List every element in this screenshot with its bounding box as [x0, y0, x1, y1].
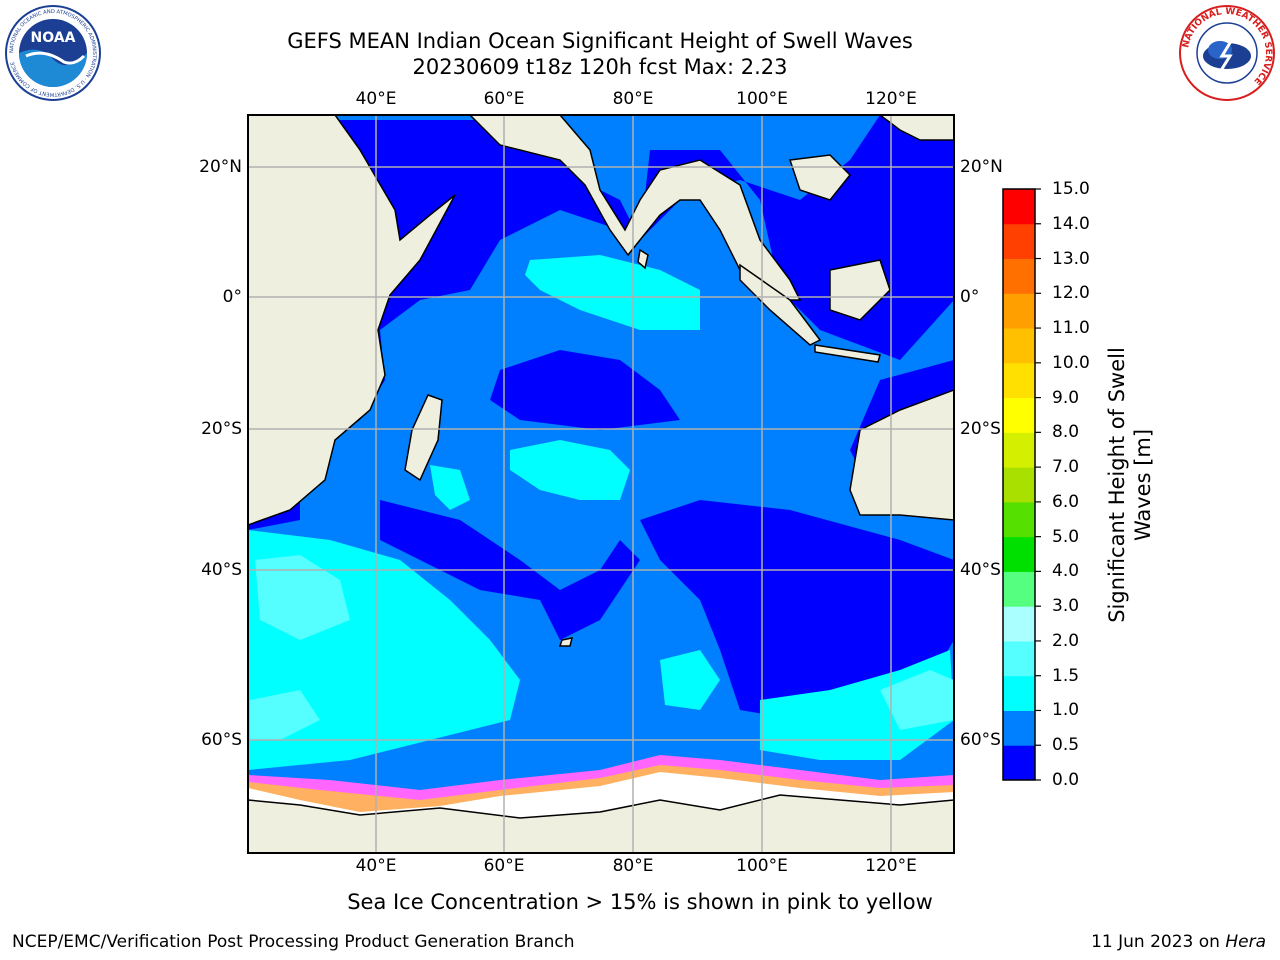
lon-tick-top-80e: 80°E	[612, 89, 654, 109]
colorbar-tick-label: 10.0	[1052, 352, 1090, 373]
colorbar-segment	[1003, 606, 1035, 642]
colorbar-segment	[1003, 536, 1035, 572]
colorbar-tick-label: 4.0	[1052, 561, 1080, 582]
colorbar-segment	[1003, 328, 1035, 364]
lat-tick-left-0: 0°	[222, 287, 242, 307]
lat-tick-right-60s: 60°S	[960, 730, 1001, 750]
footer-date: 11 Jun 2023 on Hera	[1091, 932, 1266, 952]
colorbar-tick-label: 0.0	[1052, 770, 1080, 790]
colorbar-segment	[1003, 675, 1035, 711]
colorbar-frame	[1002, 188, 1036, 781]
lon-tick-top-40e: 40°E	[355, 89, 397, 109]
footer-date-text: 11 Jun 2023 on	[1091, 932, 1226, 952]
noaa-logo: NATIONAL OCEANIC AND ATMOSPHERIC ADMINIS…	[5, 5, 101, 101]
colorbar-tick-label: 12.0	[1052, 283, 1090, 304]
colorbar-segment	[1003, 189, 1035, 225]
colorbar-segment	[1003, 223, 1035, 260]
colorbar-tick-label: 1.0	[1052, 700, 1080, 721]
colorbar-tick-label: 7.0	[1052, 457, 1080, 478]
lon-tick-top-100e: 100°E	[736, 89, 788, 109]
colorbar-segment	[1003, 501, 1035, 538]
lon-tick-bottom-100e: 100°E	[736, 856, 788, 876]
colorbar-segment	[1003, 710, 1035, 746]
lon-tick-bottom-60e: 60°E	[483, 856, 525, 876]
lon-tick-bottom-120e: 120°E	[865, 856, 917, 876]
lon-tick-top-120e: 120°E	[865, 89, 917, 109]
lat-tick-left-40s: 40°S	[201, 560, 242, 580]
colorbar-segment	[1003, 293, 1035, 329]
lat-tick-left-20n: 20°N	[199, 157, 242, 177]
footer-credit: NCEP/EMC/Verification Post Processing Pr…	[12, 932, 575, 952]
colorbar-tick-label: 8.0	[1052, 422, 1080, 443]
lat-tick-left-20s: 20°S	[201, 419, 242, 439]
colorbar-segment	[1003, 258, 1035, 294]
colorbar-tick-label: 13.0	[1052, 248, 1090, 269]
nws-logo: NATIONAL WEATHER SERVICE	[1179, 5, 1275, 101]
colorbar-tick-label: 0.5	[1052, 735, 1080, 756]
graticule	[248, 115, 954, 853]
colorbar-label-line2: Waves [m]	[1131, 428, 1155, 542]
colorbar-segment	[1003, 640, 1035, 677]
lon-tick-bottom-80e: 80°E	[612, 856, 654, 876]
lat-tick-right-40s: 40°S	[960, 560, 1001, 580]
colorbar-segment	[1003, 571, 1035, 607]
colorbar-tick-label: 14.0	[1052, 213, 1090, 234]
colorbar-tick-label: 2.0	[1052, 630, 1080, 651]
colorbar-tick-label: 11.0	[1052, 318, 1090, 339]
lon-tick-top-60e: 60°E	[483, 89, 525, 109]
land-masses	[248, 115, 954, 853]
colorbar-segment	[1003, 397, 1035, 433]
colorbar-tick-label: 1.5	[1052, 665, 1080, 686]
footer-host: Hera	[1225, 932, 1266, 952]
colorbar-tick-label: 9.0	[1052, 387, 1080, 408]
colorbar-tick-label: 15.0	[1052, 179, 1090, 199]
chart-title: GEFS MEAN Indian Ocean Significant Heigh…	[287, 29, 913, 53]
swell-band-1.5-2.0	[250, 555, 954, 740]
sea-ice-note: Sea Ice Concentration > 15% is shown in …	[347, 890, 933, 914]
colorbar-segment	[1003, 467, 1035, 503]
lat-tick-left-60s: 60°S	[201, 730, 242, 750]
colorbar	[1003, 188, 1041, 781]
lat-tick-right-20n: 20°N	[960, 157, 1003, 177]
map-frame	[247, 114, 955, 854]
map-plot-area	[248, 115, 954, 853]
colorbar-label-line1: Significant Height of Swell	[1105, 347, 1129, 623]
colorbar-tick-label: 3.0	[1052, 596, 1080, 617]
colorbar-segment	[1003, 362, 1035, 399]
colorbar-tick-label: 6.0	[1052, 491, 1080, 512]
chart-subtitle-run-info: 20230609 t18z 120h fcst Max: 2.23	[412, 55, 788, 79]
colorbar-segment	[1003, 745, 1035, 781]
colorbar-segment	[1003, 432, 1035, 468]
colorbar-tick-label: 5.0	[1052, 526, 1080, 547]
lon-tick-bottom-40e: 40°E	[355, 856, 397, 876]
lat-tick-right-20s: 20°S	[960, 419, 1001, 439]
lat-tick-right-0: 0°	[960, 287, 980, 307]
colorbar-label: Significant Height of Swell Waves [m]	[1104, 347, 1156, 623]
noaa-logo-text: NOAA	[31, 30, 76, 46]
